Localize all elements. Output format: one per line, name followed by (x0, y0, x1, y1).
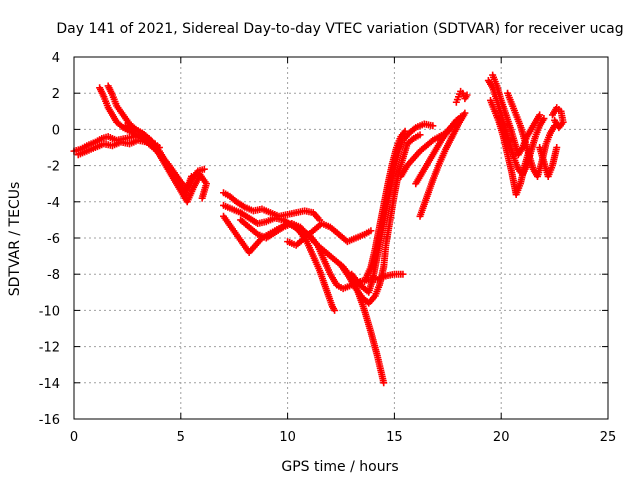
series-pass-22 (536, 144, 561, 180)
x-tick-label: 15 (386, 430, 403, 445)
series-pass-16 (416, 109, 469, 220)
data-point (200, 165, 208, 173)
series-pass-21 (504, 89, 559, 180)
series-pass-10 (284, 220, 375, 249)
x-tick-label: 25 (600, 430, 617, 445)
series-pass-15 (412, 113, 465, 188)
y-tick-label: -6 (47, 232, 60, 247)
y-tick-label: -2 (47, 160, 60, 175)
data-point (540, 115, 548, 123)
y-tick-label: -4 (47, 196, 60, 211)
y-tick-label: -16 (39, 413, 60, 428)
y-tick-label: 2 (52, 87, 60, 102)
data-point (536, 111, 544, 119)
data-point (553, 144, 561, 151)
data-point (401, 127, 409, 135)
y-tick-label: -8 (47, 268, 60, 283)
x-tick-label: 20 (493, 430, 510, 445)
x-tick-label: 0 (70, 430, 78, 445)
data-point (331, 306, 339, 314)
y-tick-label: -10 (39, 304, 60, 319)
y-tick-label: -14 (39, 377, 60, 392)
series-pass-5 (121, 122, 195, 199)
y-axis-label: SDTVAR / TECUs (7, 182, 23, 297)
data-layer (70, 71, 567, 387)
series-pass-12 (348, 120, 437, 296)
x-tick-label: 10 (279, 430, 296, 445)
data-point (198, 194, 206, 202)
data-point (367, 227, 375, 235)
y-tick-label: 4 (52, 51, 60, 66)
y-tick-label: -12 (39, 341, 60, 356)
data-point (463, 91, 471, 99)
series-pass-11 (337, 131, 424, 307)
chart-title: Day 141 of 2021, Sidereal Day-to-day VTE… (56, 21, 623, 37)
y-tick-label: 0 (52, 123, 60, 138)
data-point (461, 109, 469, 117)
x-tick-label: 5 (177, 430, 185, 445)
data-point (416, 131, 424, 139)
data-point (551, 116, 559, 124)
series-pass-17 (452, 87, 471, 106)
data-point (399, 270, 407, 278)
data-point (380, 379, 388, 387)
data-point (429, 122, 437, 130)
series-pass-23 (548, 104, 567, 132)
series-pass-6 (220, 189, 324, 224)
x-axis-label: GPS time / hours (281, 459, 398, 475)
series-pass-13 (360, 127, 409, 285)
data-point (187, 172, 195, 180)
